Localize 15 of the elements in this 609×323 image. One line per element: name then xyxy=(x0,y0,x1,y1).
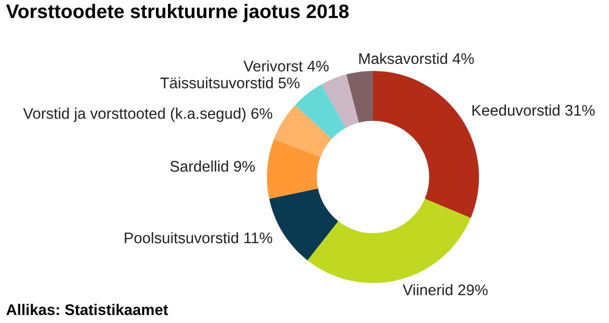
donut-slice xyxy=(346,71,373,123)
text: Allikas: Statistikaamet xyxy=(6,304,168,316)
chart-title: Vorsttoodete struktuurne jaotus 2018 xyxy=(6,4,349,22)
slice-label: Täissuitsuvorstid 5% xyxy=(160,77,300,88)
slice-label: Verivorst 4% xyxy=(243,60,329,72)
slice-label: Vorstid ja vorsttooted (k.a.segud) 6% xyxy=(23,108,272,122)
slice-label: Keeduvorstid 31% xyxy=(472,104,595,116)
slice-label: Sardellid 9% xyxy=(170,160,255,172)
donut-slice xyxy=(274,105,332,157)
donut-slice xyxy=(321,74,359,128)
slice-label: Poolsuitsuvorstid 11% xyxy=(124,232,272,244)
donut-slice xyxy=(267,139,321,199)
slice-label: Maksavorstid 4% xyxy=(359,52,474,64)
donut-slice xyxy=(307,198,471,283)
slice-label: Viinerid 29% xyxy=(402,284,488,296)
